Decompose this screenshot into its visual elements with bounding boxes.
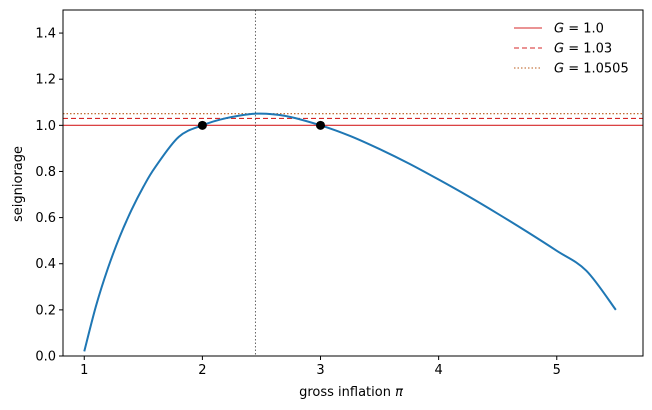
y-tick-label-7: 1.4 — [35, 27, 56, 42]
x-tick-label-1: 2 — [198, 363, 206, 378]
y-tick-label-1: 0.2 — [35, 303, 56, 318]
legend-label-2: G = 1.0505 — [554, 62, 629, 77]
intersection-point-1 — [316, 120, 326, 130]
x-tick-label-4: 5 — [553, 363, 561, 378]
intersection-point-0 — [197, 120, 207, 130]
plot-marks — [63, 10, 643, 356]
axes: 1 2 3 4 5 0.0 0.2 0.4 0.6 0.8 1.0 1.2 1.4 — [35, 9, 644, 378]
y-tick-label-2: 0.4 — [35, 257, 56, 272]
legend: G = 1.0 G = 1.03 G = 1.0505 — [514, 22, 629, 77]
legend-label-0: G = 1.0 — [554, 22, 604, 37]
plot-area — [63, 10, 643, 356]
x-tick-label-3: 4 — [435, 363, 443, 378]
y-tick-label-6: 1.2 — [35, 73, 56, 88]
x-axis-label: gross inflation π — [299, 385, 403, 400]
y-tick-label-4: 0.8 — [35, 165, 56, 180]
seigniorage-curve — [83, 112, 617, 352]
y-axis-label: seigniorage — [11, 146, 26, 222]
axes-frame — [62, 9, 644, 357]
y-tick-label-5: 1.0 — [35, 119, 56, 134]
y-tick-label-0: 0.0 — [35, 350, 56, 365]
y-tick-label-3: 0.6 — [35, 211, 56, 226]
x-tick-label-2: 3 — [316, 363, 324, 378]
legend-label-1: G = 1.03 — [554, 42, 612, 57]
x-tick-label-0: 1 — [80, 363, 88, 378]
